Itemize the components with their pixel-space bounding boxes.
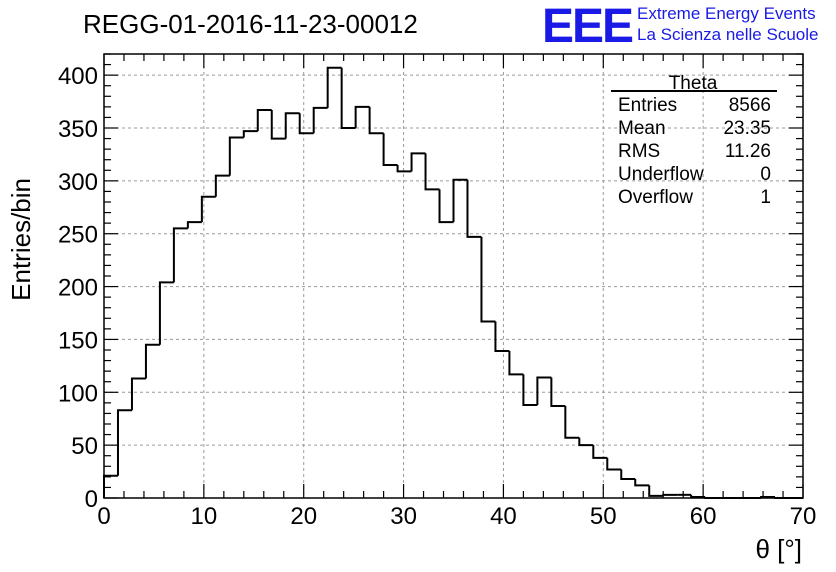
x-tick-label: 50 [590,503,617,530]
histogram-bin [172,227,188,283]
histogram-bin [550,377,566,408]
histogram-bin [228,136,244,176]
histogram-bars [103,66,803,499]
axis-ticks [103,53,804,499]
stats-row-value: 23.35 [723,118,771,139]
histogram-bin [368,106,384,135]
y-axis-label: Entries/bin [6,178,36,301]
y-tick-label: 50 [71,433,98,460]
histogram-bin [424,153,440,191]
histogram-bin [494,321,510,353]
x-tick-label: 40 [490,503,517,530]
eee-logo-line2: La Scienza nelle Scuole [637,25,818,44]
y-tick-label: 100 [58,380,98,407]
y-tick-label: 250 [58,222,98,249]
histogram-bin [354,105,370,128]
y-tick-labels: 0 50 100 150 200 250 300 350 400 [58,63,98,513]
histogram-bin [466,179,482,238]
histogram-bin [382,133,398,166]
histogram-bin [340,67,356,129]
histogram-bin [396,165,412,173]
stats-row-label: Underflow [618,164,704,185]
histogram-bin [690,494,706,498]
stats-row-value: 8566 [729,95,771,116]
histogram-bin [214,174,230,197]
y-tick-label: 0 [85,486,98,513]
y-tick-label: 300 [58,169,98,196]
x-axis-label: θ [°] [755,534,802,564]
y-tick-label: 400 [58,63,98,90]
histogram-bin [508,351,524,376]
stats-title: Theta [669,73,718,94]
eee-logo: EEE Extreme Energy Events La Scienza nel… [542,0,818,53]
histogram-bin [480,236,496,323]
stats-box: Theta Entries 8566 Mean 23.35 RMS 11.26 Underf… [611,73,777,208]
x-tick-label: 0 [97,503,110,530]
histogram-bin [662,493,678,496]
histogram-bin [256,109,272,132]
x-tick-label: 60 [690,503,717,530]
histogram-bin [410,152,426,172]
x-tick-label: 70 [790,503,817,530]
y-tick-label: 350 [58,116,98,143]
histogram-bin [186,221,202,229]
x-tick-label: 10 [191,503,218,530]
histogram-bin [522,374,538,406]
stats-row-label: RMS [618,141,660,162]
histogram-bin [620,469,636,480]
eee-logo-mark: EEE [542,0,633,53]
histogram-bin [648,485,664,497]
y-tick-label: 200 [58,275,98,302]
histogram-bin [116,409,132,476]
x-tick-label: 30 [390,503,417,530]
histogram-bin [242,130,258,138]
stats-row-value: 11.26 [725,141,771,162]
histogram-bin [592,445,608,459]
histogram-bin [564,406,580,439]
histogram-bin [438,189,454,224]
histogram-bin [158,281,174,345]
x-tick-labels: 0 10 20 30 40 50 60 70 [97,503,816,530]
stats-row-label: Mean [618,118,666,139]
histogram-bin [578,437,594,447]
stats-row-value: 0 [760,164,771,185]
stats-row-label: Overflow [618,187,693,208]
histogram-bin [536,376,552,405]
eee-logo-line1: Extreme Energy Events [637,4,816,23]
x-tick-label: 20 [290,503,317,530]
grid-lines [104,54,803,498]
histogram-bin [452,178,468,223]
histogram-bin [606,457,622,471]
histogram-bin [298,113,314,135]
histogram-bin [312,106,328,134]
histogram-bin [634,478,650,487]
y-tick-label: 150 [58,327,98,354]
histogram-bin [270,110,286,140]
chart-title: REGG-01-2016-11-23-00012 [83,9,418,39]
histogram-bin [200,195,216,223]
histogram-bin [326,66,342,108]
stats-row-label: Entries [618,95,677,116]
histogram-bin [144,343,160,379]
plot-frame [103,53,804,499]
histogram-bin [130,377,146,411]
stats-row-value: 1 [760,187,771,208]
stats-rows: Entries 8566 Mean 23.35 RMS 11.26 Underflow 0 Ov… [618,95,771,208]
plot-border [103,53,804,499]
histogram-bin [284,112,300,139]
